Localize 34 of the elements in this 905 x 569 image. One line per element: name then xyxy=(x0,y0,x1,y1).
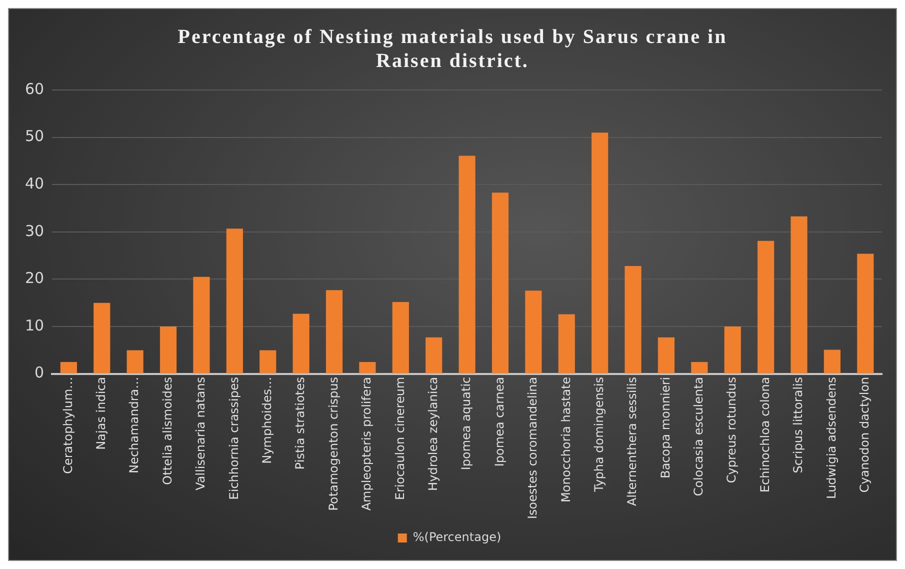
y-tick-label: 40 xyxy=(24,174,44,193)
x-tick-label: Colocasia esculenta xyxy=(692,376,706,496)
x-tick-label: Ipomea aquatic xyxy=(459,376,474,470)
x-tick-label: Scripus littoralis xyxy=(791,376,806,474)
x-tick-label: Ludwigia adsendens xyxy=(824,376,838,499)
x-tick-label: Potamogenton crispus xyxy=(326,376,340,511)
x-tick-label: Typha domingensis xyxy=(592,376,606,493)
y-tick-label: 20 xyxy=(24,269,44,288)
x-tick-label: Najas indica xyxy=(94,376,108,450)
x-tick-label: Pistia stratiotes xyxy=(293,376,308,470)
x-tick-label: Alternenthera sessilis xyxy=(625,376,640,506)
x-tick-label: Ipomea carnea xyxy=(492,376,506,467)
x-tick-label: Echinochloa colona xyxy=(758,376,772,493)
y-tick-label: 50 xyxy=(24,127,44,146)
x-tick-label: Cyanodon dactylon xyxy=(858,376,872,493)
x-tick-label: Ottelia alismoides xyxy=(160,376,174,485)
x-tick-label: Nechamandra… xyxy=(127,376,142,474)
x-tick-label: Cypreus rotundus xyxy=(724,376,739,484)
x-tick-label: Isoestes coromandelina xyxy=(526,376,540,520)
y-tick-label: 30 xyxy=(24,222,44,240)
x-tick-label: Eriocaulon cinereum xyxy=(392,376,407,500)
x-tick-label: Vallisenaria natans xyxy=(194,376,208,490)
chart-title: Percentage of Nesting materials used by Sarus crane in Raisen district. xyxy=(176,25,728,73)
x-tick-label: Monocchoria hastate xyxy=(558,376,573,502)
y-tick-label: 0 xyxy=(34,364,44,382)
x-tick-label: Ceratophylum… xyxy=(60,376,75,474)
y-tick-label: 10 xyxy=(24,316,44,334)
x-tick-label: Bacopa monnieri xyxy=(658,376,672,478)
x-tick-label: Nymphoides… xyxy=(260,376,274,464)
legend-label: %(Percentage) xyxy=(412,530,502,544)
x-tick-label: Eichhornia crassipes xyxy=(226,376,241,500)
x-tick-label: Hydrolea zeylanica xyxy=(426,376,440,491)
y-tick-label: 60 xyxy=(24,80,44,98)
x-tick-label: Ampleopteris prolifera xyxy=(360,376,374,511)
